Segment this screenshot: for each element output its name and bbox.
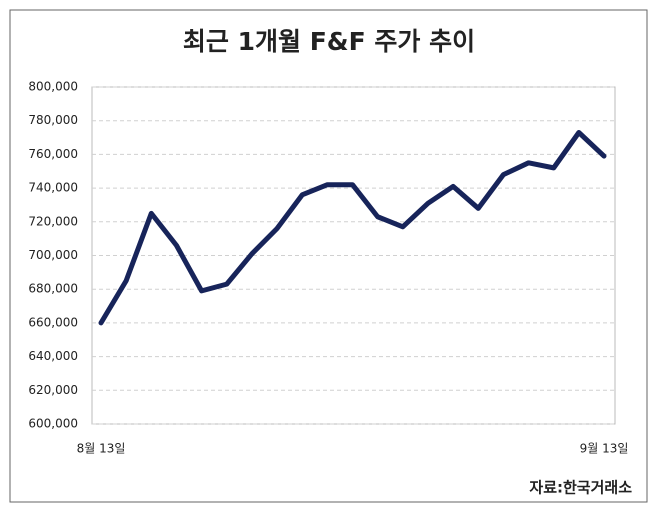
y-tick-label: 780,000 xyxy=(28,113,78,127)
y-tick-label: 800,000 xyxy=(28,80,78,94)
chart-title: 최근 1개월 F&F 주가 추이 xyxy=(183,27,475,56)
y-tick-label: 760,000 xyxy=(28,147,78,161)
y-tick-label: 600,000 xyxy=(28,417,78,431)
y-tick-label: 720,000 xyxy=(28,214,78,228)
line xyxy=(98,129,607,326)
x-tick-label: 8월 13일 xyxy=(77,442,126,456)
y-tick-label: 740,000 xyxy=(28,181,78,195)
chart-frame xyxy=(9,9,648,503)
y-tick-label: 700,000 xyxy=(28,248,78,262)
y-tick-label: 660,000 xyxy=(28,315,78,329)
y-tick-label: 640,000 xyxy=(28,349,78,363)
y-tick-label: 680,000 xyxy=(28,282,78,296)
x-tick-label: 9월 13일 xyxy=(580,442,629,456)
source: 자료:한국거래소 xyxy=(529,479,632,497)
y-tick-label: 620,000 xyxy=(28,383,78,397)
